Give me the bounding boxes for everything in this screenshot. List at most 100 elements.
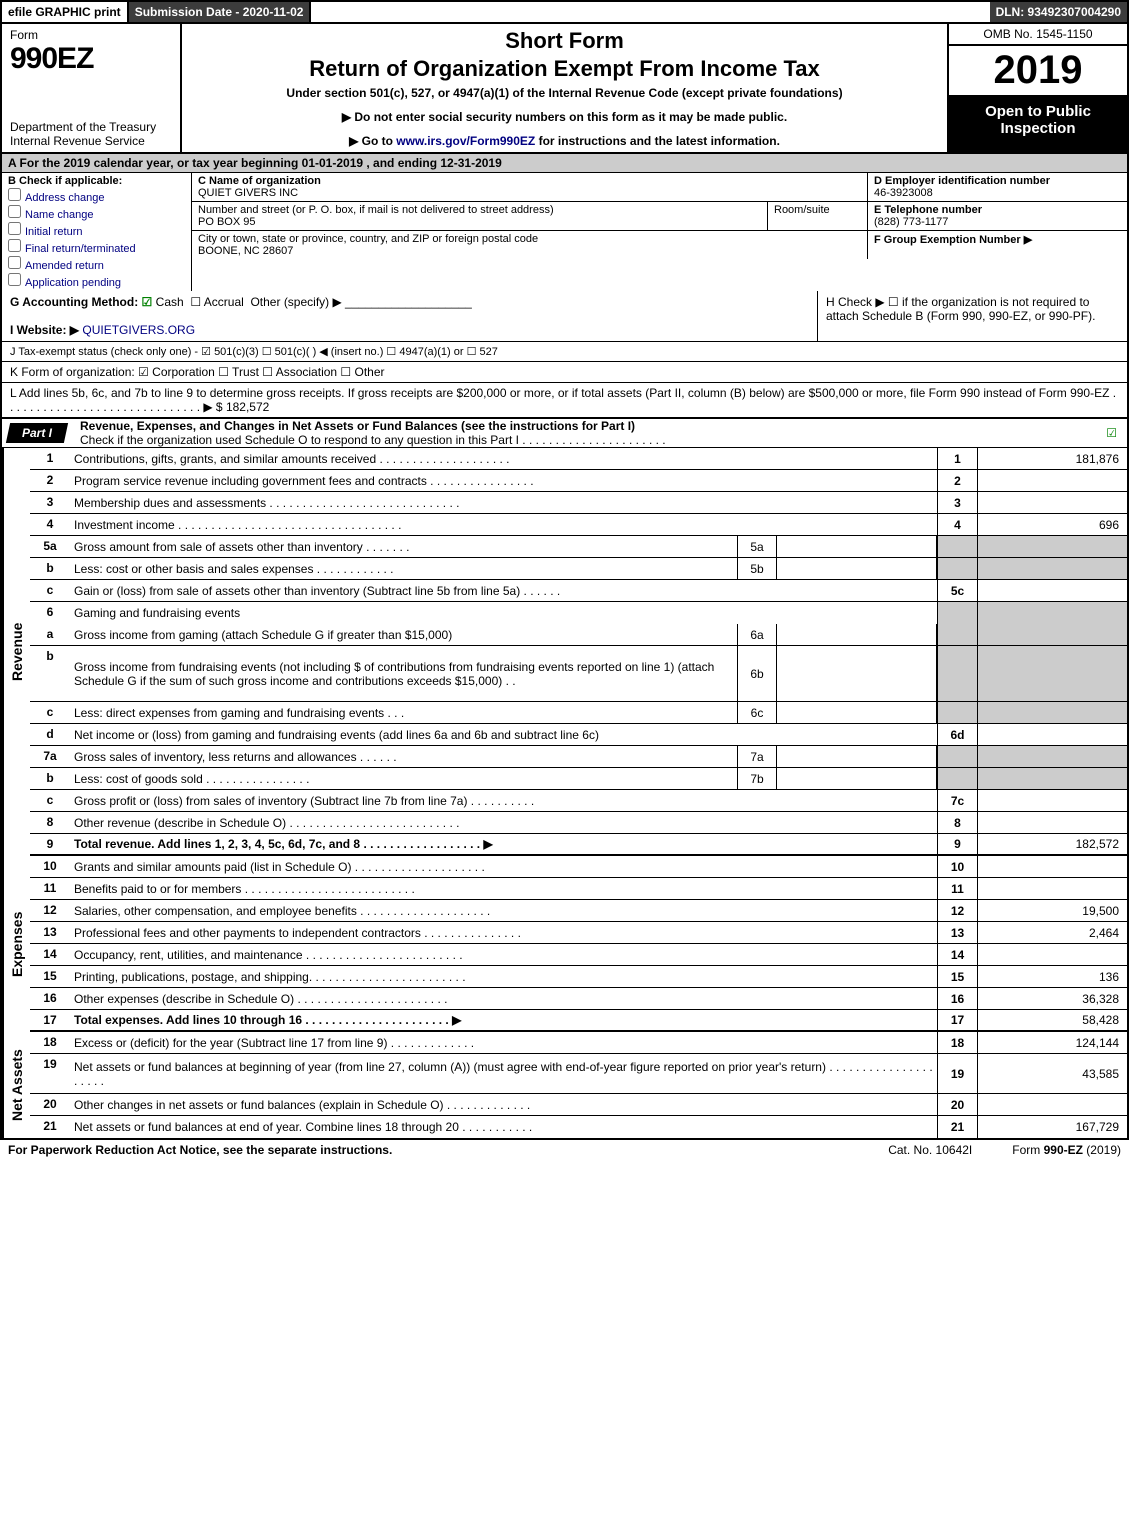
checkbox-name-change[interactable]	[8, 205, 21, 218]
line-11: 11Benefits paid to or for members . . . …	[30, 878, 1127, 900]
checkbox-amended-return[interactable]	[8, 256, 21, 269]
line-7a: 7aGross sales of inventory, less returns…	[30, 746, 1127, 768]
line-6d: dNet income or (loss) from gaming and fu…	[30, 724, 1127, 746]
address-cell: Number and street (or P. O. box, if mail…	[192, 202, 767, 230]
net-assets-section: Net Assets 18Excess or (deficit) for the…	[0, 1032, 1129, 1140]
row-h: H Check ▶ ☐ if the organization is not r…	[817, 291, 1127, 341]
checkbox-address-change[interactable]	[8, 188, 21, 201]
row-k: K Form of organization: ☑ Corporation ☐ …	[0, 362, 1129, 383]
part-1-title: Revenue, Expenses, and Changes in Net As…	[66, 419, 666, 447]
room-suite-cell: Room/suite	[767, 202, 867, 230]
line-6c: cLess: direct expenses from gaming and f…	[30, 702, 1127, 724]
top-bar: efile GRAPHIC print Submission Date - 20…	[0, 0, 1129, 24]
line-16: 16Other expenses (describe in Schedule O…	[30, 988, 1127, 1010]
line-12: 12Salaries, other compensation, and empl…	[30, 900, 1127, 922]
org-name-cell: C Name of organization QUIET GIVERS INC	[192, 173, 867, 201]
line-10: 10Grants and similar amounts paid (list …	[30, 856, 1127, 878]
line-6b: bGross income from fundraising events (n…	[30, 646, 1127, 702]
line-17: 17Total expenses. Add lines 10 through 1…	[30, 1010, 1127, 1032]
row-l: L Add lines 5b, 6c, and 7b to line 9 to …	[0, 383, 1129, 419]
return-subtitle: Under section 501(c), 527, or 4947(a)(1)…	[192, 86, 937, 100]
line-5a: 5aGross amount from sale of assets other…	[30, 536, 1127, 558]
expenses-section: Expenses 10Grants and similar amounts pa…	[0, 856, 1129, 1032]
part-1-sub: Check if the organization used Schedule …	[80, 433, 666, 447]
org-name-value: QUIET GIVERS INC	[198, 187, 861, 199]
header-mid: Short Form Return of Organization Exempt…	[182, 24, 947, 152]
address-value: PO BOX 95	[198, 216, 761, 228]
phone-label: E Telephone number	[874, 204, 1121, 216]
row-j: J Tax-exempt status (check only one) - ☑…	[0, 342, 1129, 362]
line-8: 8Other revenue (describe in Schedule O) …	[30, 812, 1127, 834]
website-link[interactable]: QUIETGIVERS.ORG	[82, 323, 195, 337]
footer-right: Form 990-EZ (2019)	[1012, 1143, 1121, 1157]
checkbox-initial-return[interactable]	[8, 222, 21, 235]
line-1: 1Contributions, gifts, grants, and simil…	[30, 448, 1127, 470]
check-amended-return[interactable]: Amended return	[8, 256, 185, 272]
irs-link[interactable]: www.irs.gov/Form990EZ	[396, 134, 535, 148]
box-f: F Group Exemption Number ▶	[867, 231, 1127, 259]
check-application-pending[interactable]: Application pending	[8, 273, 185, 289]
checkbox-final-return[interactable]	[8, 239, 21, 252]
omb-number: OMB No. 1545-1150	[949, 24, 1127, 46]
form-number: 990EZ	[10, 42, 172, 76]
header-right: OMB No. 1545-1150 2019 Open to Public In…	[947, 24, 1127, 152]
line-6: 6Gaming and fundraising events	[30, 602, 1127, 624]
part-1-check-icon: ☑	[1106, 426, 1117, 440]
department: Department of the Treasury Internal Reve…	[10, 120, 172, 148]
city-value: BOONE, NC 28607	[198, 245, 861, 257]
ein-label: D Employer identification number	[874, 175, 1121, 187]
line-19: 19Net assets or fund balances at beginni…	[30, 1054, 1127, 1094]
footer-mid: Cat. No. 10642I	[888, 1143, 972, 1157]
box-b-header: B Check if applicable:	[8, 175, 185, 187]
check-address-change[interactable]: Address change	[8, 188, 185, 204]
line-4: 4Investment income . . . . . . . . . . .…	[30, 514, 1127, 536]
short-form-title: Short Form	[192, 28, 937, 54]
footer-left: For Paperwork Reduction Act Notice, see …	[8, 1143, 392, 1157]
line-6a: aGross income from gaming (attach Schedu…	[30, 624, 1127, 646]
revenue-section: Revenue 1Contributions, gifts, grants, a…	[0, 448, 1129, 856]
check-icon: ☑	[142, 295, 153, 309]
submission-date: Submission Date - 2020-11-02	[129, 2, 312, 22]
net-assets-label: Net Assets	[2, 1032, 30, 1138]
instruction-1: ▶ Do not enter social security numbers o…	[192, 110, 937, 124]
i-label: I Website: ▶	[10, 323, 79, 337]
revenue-label: Revenue	[2, 448, 30, 856]
row-g: G Accounting Method: ☑ Cash ☐ Accrual Ot…	[2, 291, 817, 341]
line-3: 3Membership dues and assessments . . . .…	[30, 492, 1127, 514]
org-name-label: C Name of organization	[198, 175, 861, 187]
box-c-container: C Name of organization QUIET GIVERS INC …	[192, 173, 1127, 291]
efile-label[interactable]: efile GRAPHIC print	[2, 2, 129, 22]
ein-value: 46-3923008	[874, 187, 1121, 199]
line-5b: bLess: cost or other basis and sales exp…	[30, 558, 1127, 580]
checkbox-application-pending[interactable]	[8, 273, 21, 286]
line-14: 14Occupancy, rent, utilities, and mainte…	[30, 944, 1127, 966]
part-1-header: Part I Revenue, Expenses, and Changes in…	[0, 419, 1129, 448]
check-name-change[interactable]: Name change	[8, 205, 185, 221]
g-accrual: Accrual	[204, 295, 244, 309]
tax-year: 2019	[949, 46, 1127, 97]
line-20: 20Other changes in net assets or fund ba…	[30, 1094, 1127, 1116]
box-e: E Telephone number (828) 773-1177	[867, 202, 1127, 230]
line-13: 13Professional fees and other payments t…	[30, 922, 1127, 944]
line-7c: cGross profit or (loss) from sales of in…	[30, 790, 1127, 812]
g-cash: Cash	[156, 295, 184, 309]
page-footer: For Paperwork Reduction Act Notice, see …	[0, 1140, 1129, 1160]
line-5c: cGain or (loss) from sale of assets othe…	[30, 580, 1127, 602]
g-label: G Accounting Method:	[10, 295, 138, 309]
box-d: D Employer identification number 46-3923…	[867, 173, 1127, 201]
line-21: 21Net assets or fund balances at end of …	[30, 1116, 1127, 1138]
box-b: B Check if applicable: Address change Na…	[2, 173, 192, 291]
line-18: 18Excess or (deficit) for the year (Subt…	[30, 1032, 1127, 1054]
group-exemption-label: F Group Exemption Number ▶	[874, 233, 1121, 246]
city-cell: City or town, state or province, country…	[192, 231, 867, 259]
h-text1: H Check ▶	[826, 295, 885, 309]
check-initial-return[interactable]: Initial return	[8, 222, 185, 238]
city-label: City or town, state or province, country…	[198, 233, 861, 245]
period-line-a: A For the 2019 calendar year, or tax yea…	[0, 154, 1129, 173]
line-9: 9Total revenue. Add lines 1, 2, 3, 4, 5c…	[30, 834, 1127, 856]
line-7b: bLess: cost of goods sold . . . . . . . …	[30, 768, 1127, 790]
line-15: 15Printing, publications, postage, and s…	[30, 966, 1127, 988]
check-final-return[interactable]: Final return/terminated	[8, 239, 185, 255]
line-2: 2Program service revenue including gover…	[30, 470, 1127, 492]
form-word: Form	[10, 28, 172, 42]
